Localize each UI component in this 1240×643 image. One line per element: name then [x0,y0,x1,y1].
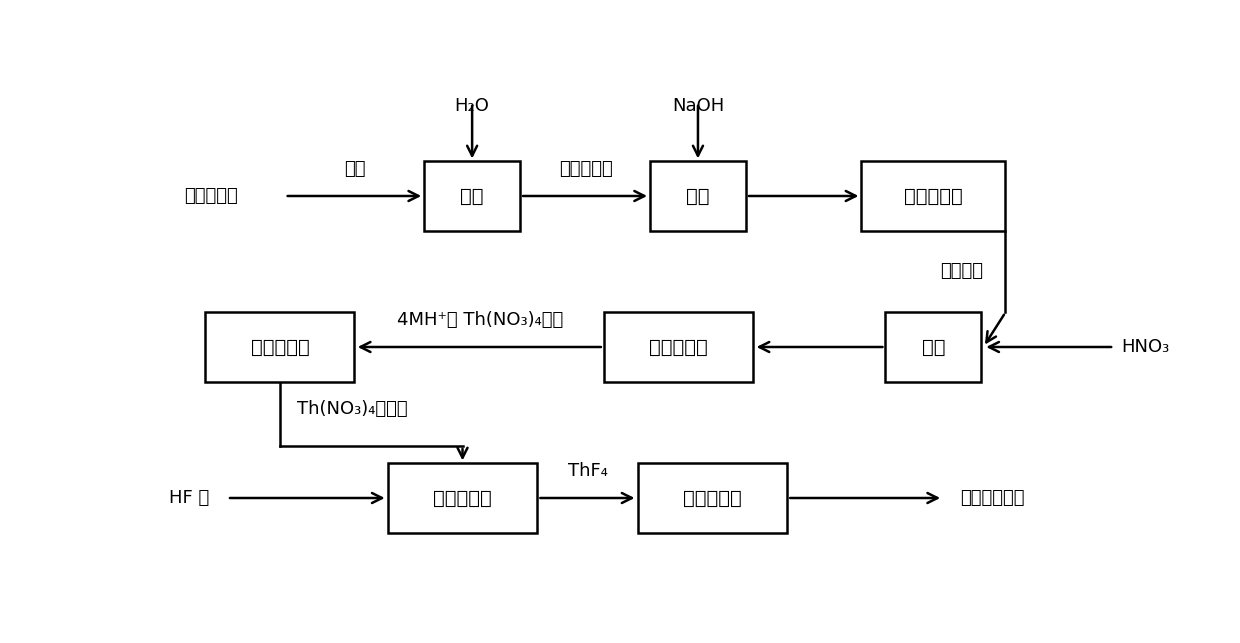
Text: HNO₃: HNO₃ [1121,338,1169,356]
Bar [206,312,355,382]
Text: 溶解: 溶解 [921,338,945,356]
Text: 过滤、洗涤: 过滤、洗涤 [904,186,962,206]
Text: NaOH: NaOH [672,97,724,115]
Text: 搅拌: 搅拌 [345,159,366,177]
Text: 氢氧化物: 氢氧化物 [940,262,983,280]
Text: 沉淀、过滤: 沉淀、过滤 [433,489,492,507]
Text: 4MH⁺的 Th(NO₃)₄溶液: 4MH⁺的 Th(NO₃)₄溶液 [397,311,563,329]
Text: 干燥、煅烧: 干燥、煅烧 [683,489,742,507]
Text: 造浆: 造浆 [460,186,484,206]
Text: 加热、搅拌: 加热、搅拌 [559,159,613,177]
Text: 转化: 转化 [686,186,709,206]
Text: H₂O: H₂O [455,97,490,115]
Bar [637,464,787,532]
Bar [862,161,1006,231]
Text: 核纯四氟化钍: 核纯四氟化钍 [960,489,1024,507]
Text: HF 酸: HF 酸 [170,489,210,507]
Bar [650,161,746,231]
Text: ThF₄: ThF₄ [568,462,608,480]
Text: Th(NO₃)₄反萌液: Th(NO₃)₄反萌液 [298,400,408,418]
Text: 萃取、反萃: 萃取、反萃 [250,338,309,356]
Text: 双氧水处理: 双氧水处理 [650,338,708,356]
Bar [604,312,753,382]
Bar [885,312,982,382]
Bar [388,464,537,532]
Bar [424,161,521,231]
Text: 草酸钍原料: 草酸钍原料 [184,187,238,205]
